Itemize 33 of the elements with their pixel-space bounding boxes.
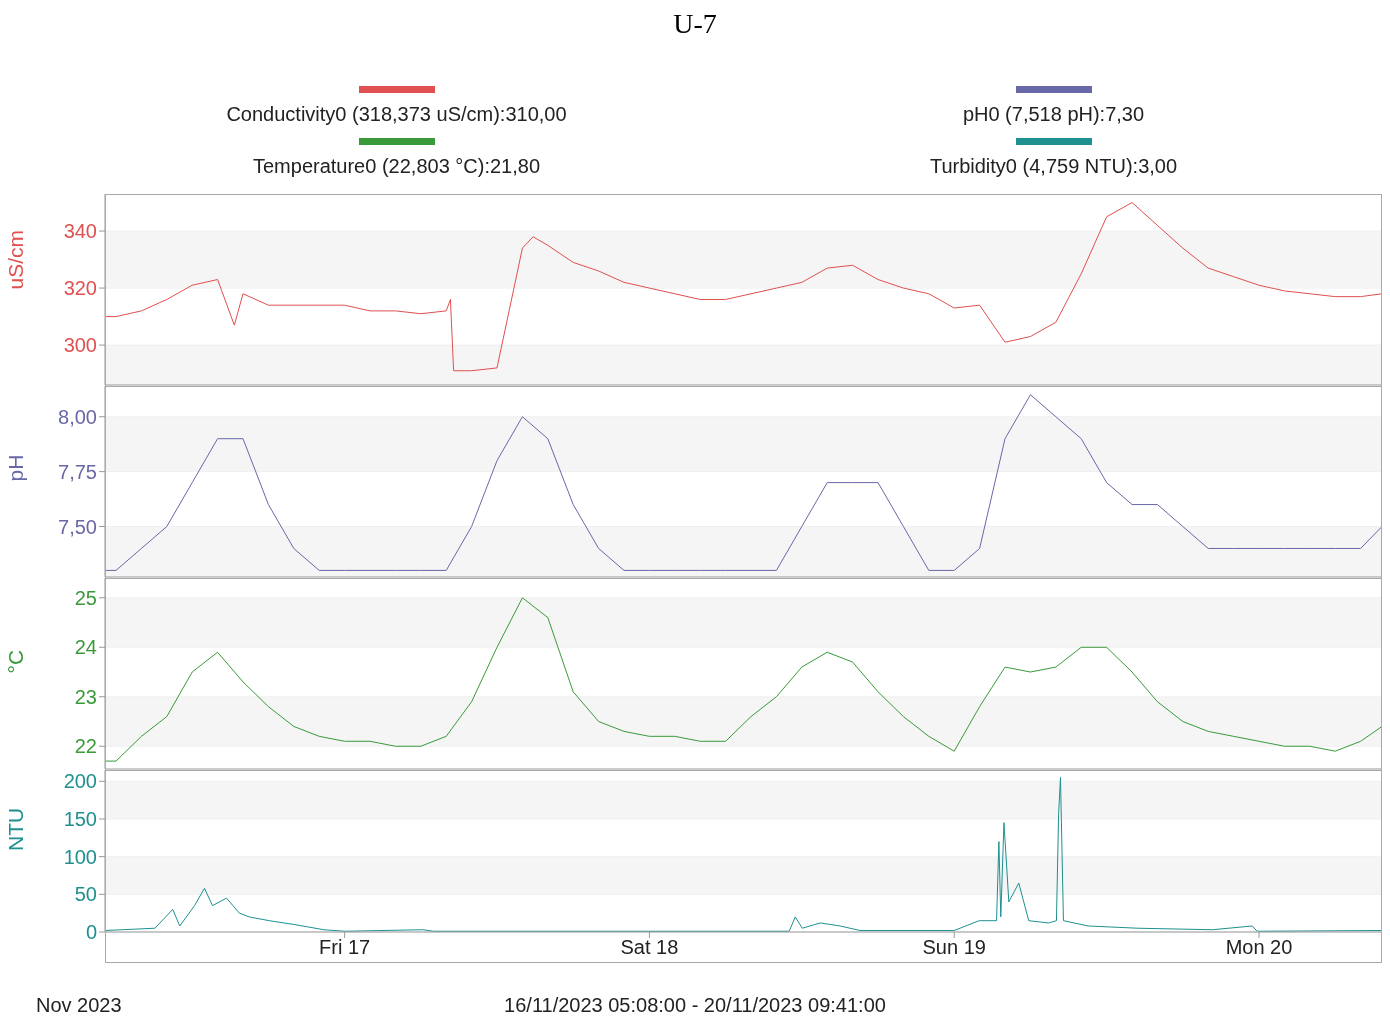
legend-label: Temperature0 (22,803 °C):21,80: [251, 154, 542, 179]
y-tick-label: 23: [74, 685, 97, 708]
y-axis-title: °C: [4, 649, 28, 674]
text: Nov 2023: [36, 994, 122, 1017]
x-tick-label: Mon 20: [1225, 936, 1293, 959]
y-tick-label: 8,00: [58, 405, 97, 428]
y-axis-title: NTU: [4, 807, 28, 851]
y-tick-label: 340: [63, 220, 97, 243]
line-series: [105, 597, 1382, 762]
y-tick-label: 320: [63, 277, 97, 300]
chart-title: U-7: [672, 8, 718, 41]
legend-label: pH0 (7,518 pH):7,30: [961, 102, 1146, 127]
y-tick-label: 100: [63, 845, 97, 868]
y-tick-label: 0: [85, 921, 97, 944]
y-tick-label: 24: [74, 636, 97, 659]
y-tick-label: 300: [63, 334, 97, 357]
line-series: [105, 394, 1382, 571]
x-tick-label: Fri 17: [319, 936, 371, 959]
x-tick-label: Sun 19: [922, 936, 986, 959]
y-axis-title: pH: [4, 454, 28, 482]
y-tick-label: 25: [74, 586, 97, 609]
y-axis-title: uS/cm: [4, 229, 28, 290]
legend-label: Turbidity0 (4,759 NTU):3,00: [928, 154, 1179, 179]
y-tick-label: 50: [74, 883, 97, 906]
y-tick-label: 7,75: [58, 460, 97, 483]
y-tick-label: 200: [63, 770, 97, 793]
legend-label: Conductivity0 (318,373 uS/cm):310,00: [225, 102, 568, 127]
y-tick-label: 22: [74, 735, 97, 758]
line-series: [105, 202, 1382, 372]
x-tick-label: Sat 18: [620, 936, 679, 959]
y-tick-label: 7,50: [58, 515, 97, 538]
x-axis-title: 16/11/2023 05:08:00 - 20/11/2023 09:41:00: [504, 994, 886, 1016]
y-tick-label: 150: [63, 808, 97, 831]
